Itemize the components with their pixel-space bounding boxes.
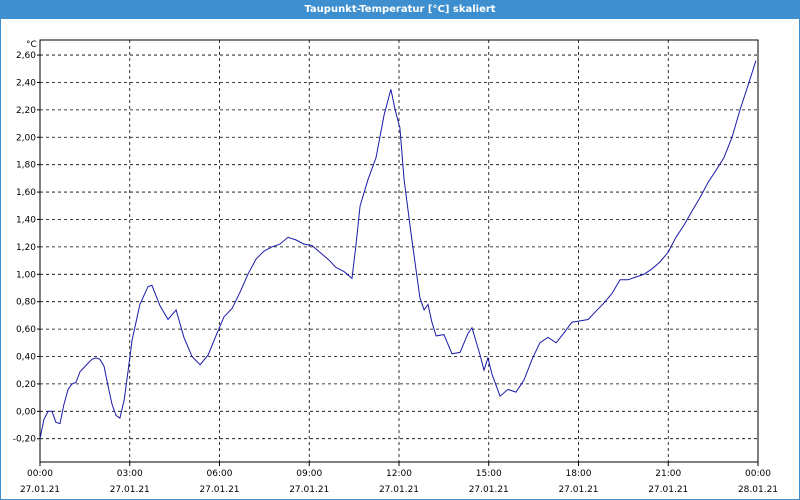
- window-title: Taupunkt-Temperatur [°C] skaliert: [304, 4, 495, 15]
- x-tick-label: 00:00 27.01.21: [20, 469, 60, 495]
- y-tick-label: 1,00: [16, 270, 36, 280]
- x-tick-label: 06:00 27.01.21: [199, 469, 239, 495]
- x-tick-label: 18:00 27.01.21: [558, 469, 598, 495]
- y-tick-label: 1,80: [16, 161, 36, 171]
- x-tick-label: 12:00 27.01.21: [379, 469, 419, 495]
- y-tick-label: -0,20: [13, 435, 37, 445]
- y-tick-label: 2,20: [16, 106, 36, 116]
- plot-frame: [39, 39, 759, 463]
- x-tick-label: 21:00 27.01.21: [648, 469, 688, 495]
- y-tick-label: 0,80: [16, 298, 36, 308]
- y-tick-label: 2,00: [16, 133, 36, 143]
- y-tick-label: 0,40: [16, 353, 36, 363]
- data-line: [39, 60, 757, 439]
- y-tick-label: 2,40: [16, 78, 36, 88]
- x-tick-label: 09:00 27.01.21: [289, 469, 329, 495]
- y-tick-label: 2,60: [16, 51, 36, 61]
- title-bar: [0, 0, 800, 19]
- x-tick-label: 00:00 28.01.21: [738, 469, 778, 495]
- y-tick-label: 1,20: [16, 243, 36, 253]
- y-tick-label: 1,40: [16, 215, 36, 225]
- y-tick-label: 0,60: [16, 325, 36, 335]
- x-tick-label: 03:00 27.01.21: [110, 469, 150, 495]
- y-unit: °C: [26, 40, 37, 50]
- x-tick-label: 15:00 27.01.21: [469, 469, 509, 495]
- y-tick-label: 0,20: [16, 380, 36, 390]
- y-tick-label: 1,60: [16, 188, 36, 198]
- y-tick-label: 0,00: [16, 407, 36, 417]
